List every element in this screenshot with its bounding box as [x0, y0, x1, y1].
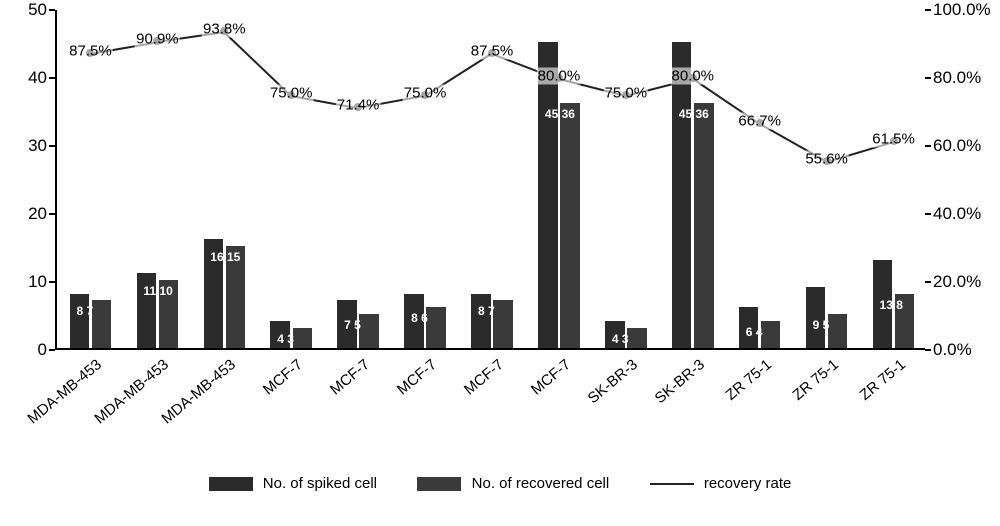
x-category-label: MCF-7	[528, 356, 574, 398]
legend-line-rate	[650, 483, 694, 485]
bar-value-pair-label: 6 4	[746, 325, 763, 339]
y-axis-left: 01020304050	[0, 10, 55, 350]
plot-area: 8 7 11 10 16 15 4 3 7 5 8 6 8 7 45 36 4 3 45 36 6 …	[55, 10, 925, 350]
rate-value-label: 66.7%	[737, 113, 782, 130]
rate-value-label: 75.0%	[604, 85, 649, 102]
y-right-tick-label: 80.0%	[933, 68, 981, 88]
y-left-tick-label: 0	[38, 340, 47, 360]
y-right-tick-label: 20.0%	[933, 272, 981, 292]
bar-recovered	[627, 328, 646, 348]
rate-value-label: 80.0%	[670, 68, 715, 85]
y-left-tick-label: 20	[28, 204, 47, 224]
rate-value-label: 87.5%	[68, 42, 113, 59]
legend-label: No. of recovered cell	[472, 475, 610, 492]
bar-value-pair-label: 7 5	[344, 318, 361, 332]
y-right-tick-label: 40.0%	[933, 204, 981, 224]
x-category-label: SK-BR-3	[651, 356, 707, 407]
x-category-label: MCF-7	[327, 356, 373, 398]
bar-value-pair-label: 45 36	[679, 107, 709, 121]
legend-label: No. of spiked cell	[263, 475, 377, 492]
legend-item-recovered: No. of recovered cell	[417, 475, 609, 492]
x-category-label: ZR 75-1	[856, 356, 908, 404]
y-left-tick-label: 30	[28, 136, 47, 156]
rate-value-label: 93.8%	[202, 21, 247, 38]
rate-value-label: 75.0%	[269, 85, 314, 102]
bar-value-pair-label: 8 6	[411, 311, 428, 325]
chart-container: 0 10 20 30 40 50 8 7 11 10 16 15 4 3 7 5 8 6 8 7 45 …	[0, 0, 1000, 526]
bar-spiked	[538, 42, 557, 348]
rate-value-label: 80.0%	[537, 68, 582, 85]
legend: No. of spiked cell No. of recovered cell…	[0, 475, 1000, 493]
x-category-label: MCF-7	[394, 356, 440, 398]
bar-value-pair-label: 8 7	[478, 304, 495, 318]
y-right-tick-label: 100.0%	[933, 0, 991, 20]
bar-recovered	[426, 307, 445, 348]
bar-spiked	[70, 294, 89, 348]
bar-spiked	[471, 294, 490, 348]
bar-recovered	[293, 328, 312, 348]
rate-value-label: 61.5%	[871, 130, 916, 147]
legend-item-rate: recovery rate	[650, 475, 792, 492]
bar-value-pair-label: 13 8	[880, 298, 903, 312]
y-left-tick-label: 40	[28, 68, 47, 88]
bar-recovered	[694, 103, 713, 348]
bar-recovered	[493, 300, 512, 348]
legend-swatch-recovered	[417, 477, 461, 491]
y-right-tick-label: 0.0%	[933, 340, 972, 360]
x-category-label: MCF-7	[260, 356, 306, 398]
bar-recovered	[92, 300, 111, 348]
x-category-label: ZR 75-1	[722, 356, 774, 404]
y-right-tick-label: 60.0%	[933, 136, 981, 156]
rate-value-label: 75.0%	[403, 85, 448, 102]
rate-value-label: 55.6%	[804, 150, 849, 167]
bar-value-pair-label: 4 3	[277, 332, 294, 346]
rate-value-label: 71.4%	[336, 97, 381, 114]
bar-value-pair-label: 8 7	[76, 304, 93, 318]
x-category-label: ZR 75-1	[789, 356, 841, 404]
bar-recovered	[828, 314, 847, 348]
bar-recovered	[359, 314, 378, 348]
x-category-label: MCF-7	[461, 356, 507, 398]
bar-value-pair-label: 11 10	[143, 284, 172, 298]
x-axis-labels: MDA-MB-453MDA-MB-453MDA-MB-453MCF-7MCF-7…	[55, 352, 925, 452]
bar-value-pair-label: 45 36	[545, 107, 575, 121]
rate-value-label: 90.9%	[135, 30, 180, 47]
bar-spiked	[672, 42, 691, 348]
bar-value-pair-label: 4 3	[612, 332, 629, 346]
y-left-tick-label: 10	[28, 272, 47, 292]
bar-recovered	[560, 103, 579, 348]
x-category-label: SK-BR-3	[585, 356, 641, 407]
bar-value-pair-label: 16 15	[210, 250, 240, 264]
bar-recovered	[761, 321, 780, 348]
legend-swatch-spiked	[209, 477, 253, 491]
y-axis-right: 0.0%20.0%40.0%60.0%80.0%100.0%	[925, 10, 995, 350]
legend-item-spiked: No. of spiked cell	[209, 475, 377, 492]
bar-value-pair-label: 9 5	[813, 318, 830, 332]
y-left-tick-label: 50	[28, 0, 47, 20]
legend-label: recovery rate	[704, 475, 792, 492]
rate-value-label: 87.5%	[470, 42, 515, 59]
